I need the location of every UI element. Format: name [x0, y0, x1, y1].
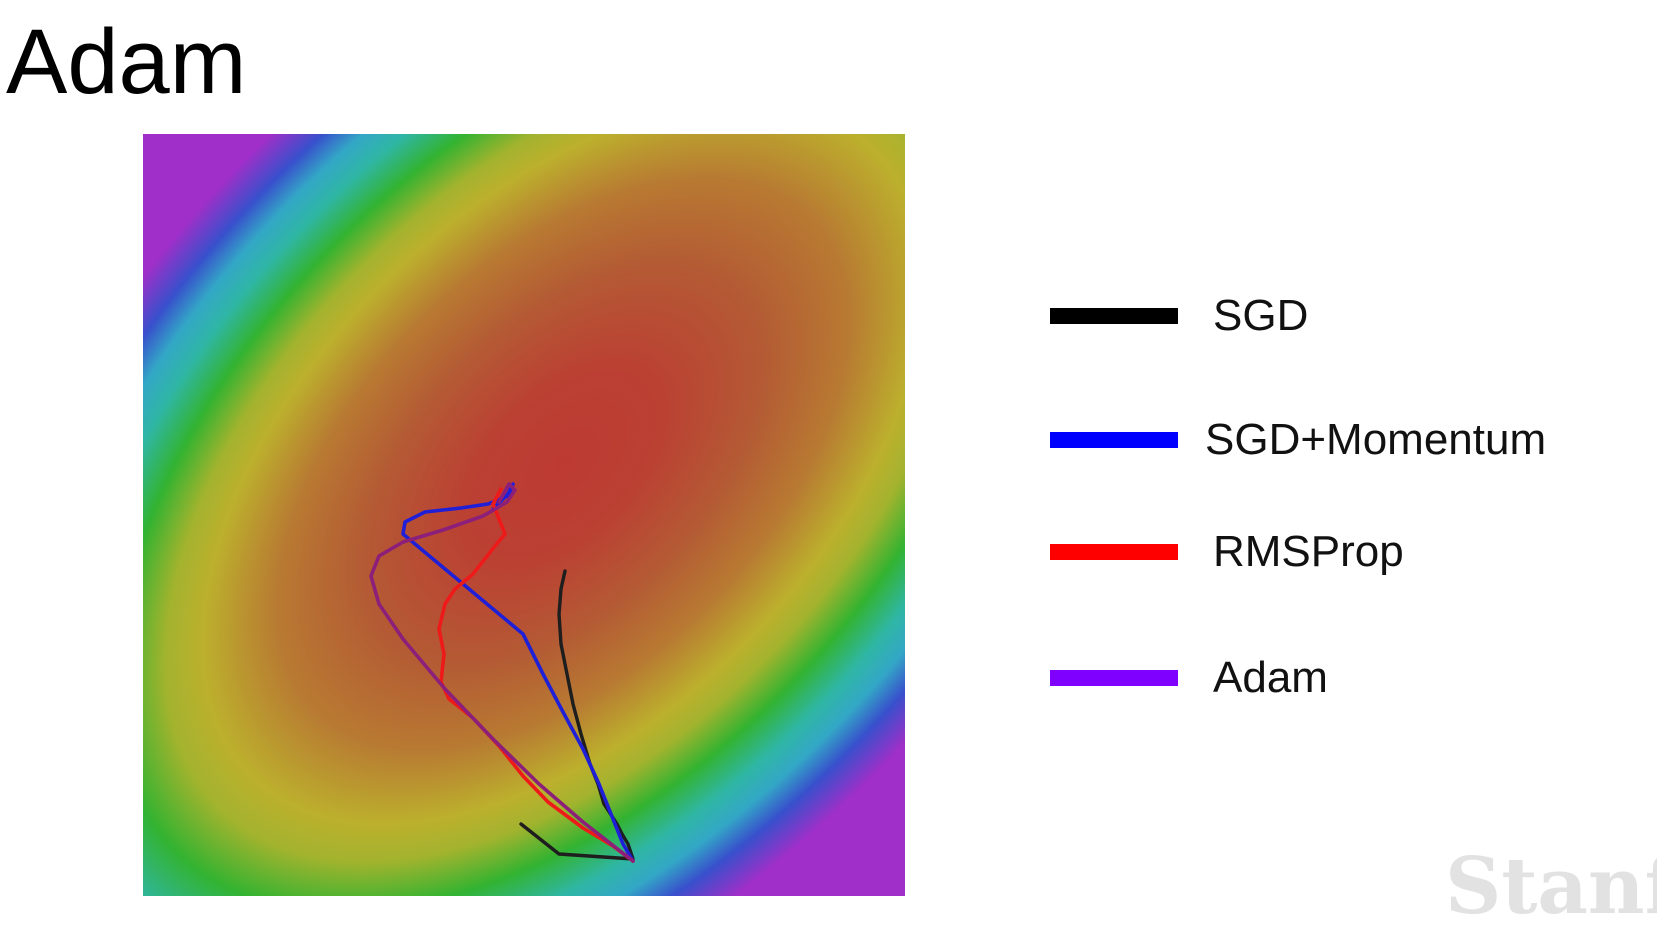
adam-path	[369, 482, 635, 863]
legend-label-sgd-momentum: SGD+Momentum	[1205, 415, 1547, 464]
legend: SGD SGD+Momentum RMSProp Adam	[1050, 0, 1610, 911]
legend-swatch-sgd	[1050, 308, 1178, 324]
stanford-watermark: Stanf	[1445, 841, 1657, 932]
legend-item-adam: Adam	[1050, 648, 1610, 708]
legend-label-adam: Adam	[1213, 653, 1328, 702]
legend-label-sgd: SGD	[1213, 291, 1309, 340]
legend-item-sgd: SGD	[1050, 286, 1610, 346]
legend-swatch-adam	[1050, 670, 1178, 686]
loss-surface-svg	[143, 134, 905, 896]
legend-item-sgd-momentum: SGD+Momentum	[1050, 410, 1610, 470]
slide-title: Adam	[6, 11, 247, 113]
rmsprop-path	[437, 487, 635, 863]
legend-swatch-rmsprop	[1050, 544, 1178, 560]
loss-surface-plot	[143, 134, 905, 896]
loss-surface-background	[143, 134, 905, 896]
legend-item-rmsprop: RMSProp	[1050, 522, 1610, 582]
legend-label-rmsprop: RMSProp	[1213, 527, 1404, 576]
legend-swatch-sgd-momentum	[1050, 432, 1178, 448]
